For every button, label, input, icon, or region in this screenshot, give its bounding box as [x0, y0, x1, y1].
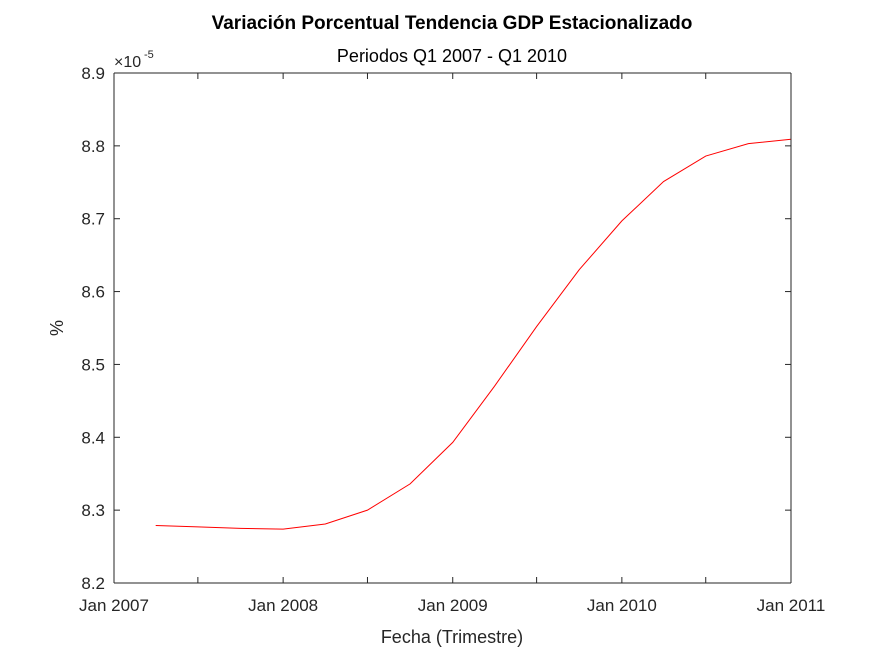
x-ticks: Jan 2007 Jan 2008 Jan 2009 Jan 2010 Jan 2011 — [79, 73, 825, 615]
chart-subtitle: Periodos Q1 2007 - Q1 2010 — [337, 46, 567, 66]
x-tick-label: Jan 2008 — [248, 596, 318, 615]
x-tick-label: Jan 2010 — [587, 596, 657, 615]
y-tick-label: 8.2 — [81, 574, 105, 593]
chart-title: Variación Porcentual Tendencia GDP Estac… — [212, 13, 693, 34]
y-tick-label: 8.8 — [81, 137, 105, 156]
y-axis-label: % — [47, 320, 67, 336]
x-tick-label: Jan 2011 — [757, 596, 826, 615]
series-line — [155, 138, 792, 530]
plot-area — [114, 73, 791, 583]
y-ticks: 8.2 8.3 8.4 8.5 8.6 8.7 8.8 8.9 — [81, 64, 791, 593]
series-layer — [155, 138, 792, 530]
y-exponent-label: ×10 -5 — [114, 49, 154, 71]
y-tick-label: 8.6 — [81, 283, 105, 302]
y-tick-label: 8.7 — [81, 210, 105, 229]
x-axis-label: Fecha (Trimestre) — [381, 627, 523, 647]
y-tick-label: 8.3 — [81, 501, 105, 520]
y-exponent-power: -5 — [144, 49, 154, 61]
x-tick-label: Jan 2007 — [79, 596, 149, 615]
y-tick-label: 8.4 — [81, 428, 105, 447]
y-exponent-base: ×10 — [114, 54, 141, 71]
y-tick-label: 8.5 — [81, 355, 105, 374]
y-tick-label: 8.9 — [81, 64, 105, 83]
x-tick-label: Jan 2009 — [418, 596, 488, 615]
